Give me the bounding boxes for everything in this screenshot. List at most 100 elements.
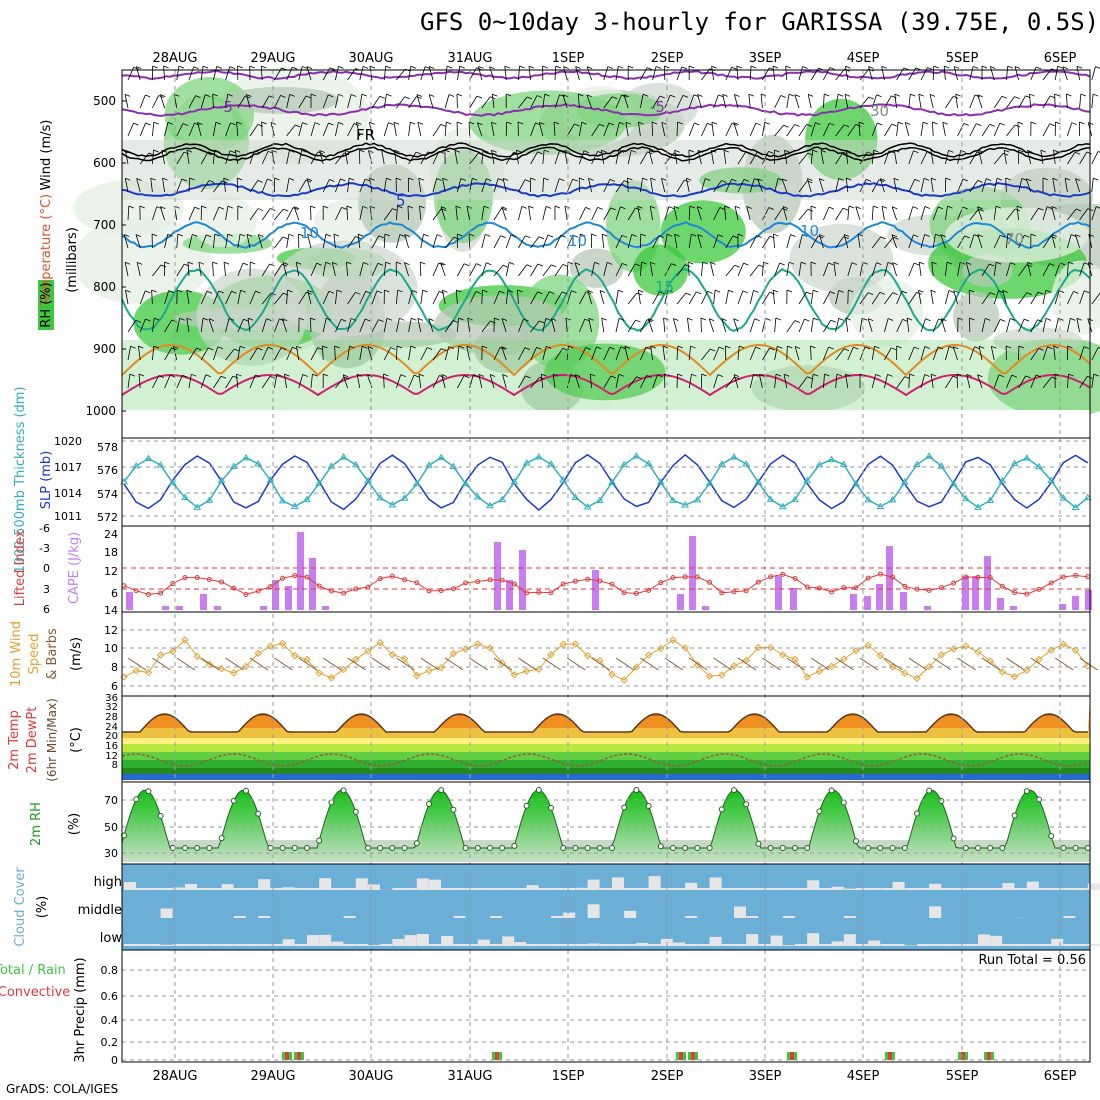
- wind-barb-flag: [1011, 374, 1017, 378]
- wind-barb: [213, 180, 223, 193]
- wind-barb-flag: [697, 94, 703, 97]
- li-tick-label: 6: [43, 603, 50, 616]
- cloud-bar: [416, 878, 429, 890]
- wind-barb-flag: [1029, 93, 1035, 97]
- wind-barb-flag: [152, 65, 158, 69]
- li-marker: [511, 581, 517, 587]
- slp-tick-label: 1011: [54, 510, 82, 523]
- wind-barb: [159, 206, 165, 221]
- cloud-bar: [209, 944, 222, 946]
- wind-barb: [993, 262, 997, 277]
- wind-barb-flag: [891, 206, 898, 210]
- wind-barb: [1042, 376, 1052, 389]
- cloud-bar: [538, 888, 551, 890]
- wind-barb: [965, 262, 971, 277]
- wind-barb: [563, 66, 568, 81]
- cloud-bar: [185, 944, 197, 946]
- wind-barb-flag: [288, 233, 295, 237]
- cloud-bar: [490, 916, 502, 918]
- wind-barb-flag: [572, 234, 579, 238]
- wind-barb-flag: [240, 289, 246, 293]
- wind-speed-marker: [1071, 646, 1080, 654]
- wind-barb-flag: [734, 205, 741, 209]
- li-marker: [816, 585, 822, 591]
- wind-barb-flag: [392, 208, 398, 212]
- wind-barb-flag: [725, 345, 731, 349]
- cape-bar: [519, 550, 526, 610]
- wind-barb: [640, 94, 644, 109]
- wind-barb-flag: [1064, 177, 1071, 181]
- wind-barb-flag: [912, 206, 918, 209]
- wind-barb: [782, 206, 788, 221]
- wind-barb-flag: [502, 177, 509, 181]
- wind-barb-flag: [819, 234, 825, 237]
- wind-barb: [542, 178, 545, 193]
- wind-barb: [335, 207, 342, 221]
- wind-barb-flag: [655, 66, 662, 69]
- wind-barb: [455, 290, 458, 305]
- wind-barb-flag: [338, 65, 344, 69]
- wind-barb: [322, 262, 327, 277]
- rh-marker: [865, 845, 872, 851]
- wind-barb-flag: [785, 65, 791, 69]
- wind-barb-flag: [356, 373, 363, 377]
- thickness-marker: [852, 480, 860, 487]
- wind-barb-flag: [783, 124, 789, 128]
- precip-bar-convective: [495, 1052, 499, 1060]
- wind-barb-flag: [1002, 290, 1008, 293]
- wind-barb: [749, 346, 756, 361]
- wind-barb: [200, 151, 209, 165]
- wind-barb: [198, 262, 202, 277]
- wind-barb-flag: [153, 149, 159, 153]
- pressure-tick-label: 500: [93, 94, 116, 108]
- wind-barb-flag: [393, 121, 400, 125]
- thickness-marker: [534, 453, 543, 460]
- cloud-bar: [551, 888, 563, 890]
- wind-barb: [127, 122, 134, 137]
- temp-color-band: [122, 728, 1090, 738]
- thickness-marker: [656, 478, 665, 485]
- wind-barb: [1067, 234, 1072, 249]
- wind-barb-flag: [610, 207, 616, 211]
- wind-barb: [286, 290, 288, 305]
- wind-barb-flag: [528, 205, 534, 209]
- rh-marker: [792, 845, 798, 851]
- wind-barb: [554, 348, 564, 361]
- wind-barb-flag: [536, 95, 543, 98]
- wind-barb-flag: [537, 263, 543, 267]
- wind-barb-flag: [828, 206, 835, 210]
- cloud-bar: [990, 935, 1003, 946]
- wind-barb-flag: [440, 124, 446, 127]
- label-slp: SLP (mb): [39, 451, 54, 510]
- cloud-bar: [538, 944, 551, 946]
- cape-bar: [214, 606, 221, 610]
- wind-barb-flag: [559, 150, 565, 154]
- wind-speed-marker: [888, 663, 897, 671]
- wind-barb-flag: [731, 66, 737, 70]
- wind-barb-flag: [673, 152, 679, 156]
- bottom-date-label: 30AUG: [348, 1069, 393, 1084]
- wind-barb-flag: [1068, 261, 1074, 265]
- wind-barb: [505, 262, 510, 277]
- wind-barb-flag: [438, 150, 445, 154]
- cloud-bar: [953, 944, 966, 946]
- wind-barb-flag: [363, 66, 369, 69]
- wind-barb: [615, 318, 620, 333]
- li-marker: [206, 577, 212, 583]
- wind-barb: [138, 374, 141, 389]
- wind-barb: [200, 234, 207, 249]
- wind-barb: [930, 150, 934, 165]
- wind-barb-flag: [442, 289, 448, 293]
- wind-barb-flag: [782, 207, 788, 211]
- wind-barb: [904, 122, 910, 137]
- wind-barb-flag: [428, 318, 434, 322]
- wind-barb-flag: [227, 205, 234, 209]
- cloud-bar: [1002, 883, 1015, 890]
- thickness-marker: [693, 495, 702, 503]
- wind-barb-flag: [282, 236, 289, 240]
- wind-barb-flag: [287, 289, 293, 293]
- wind-barb-flag: [361, 93, 368, 97]
- wind-barb-flag: [230, 122, 236, 126]
- wind-barb: [688, 346, 691, 361]
- wind-barb-flag: [818, 235, 824, 239]
